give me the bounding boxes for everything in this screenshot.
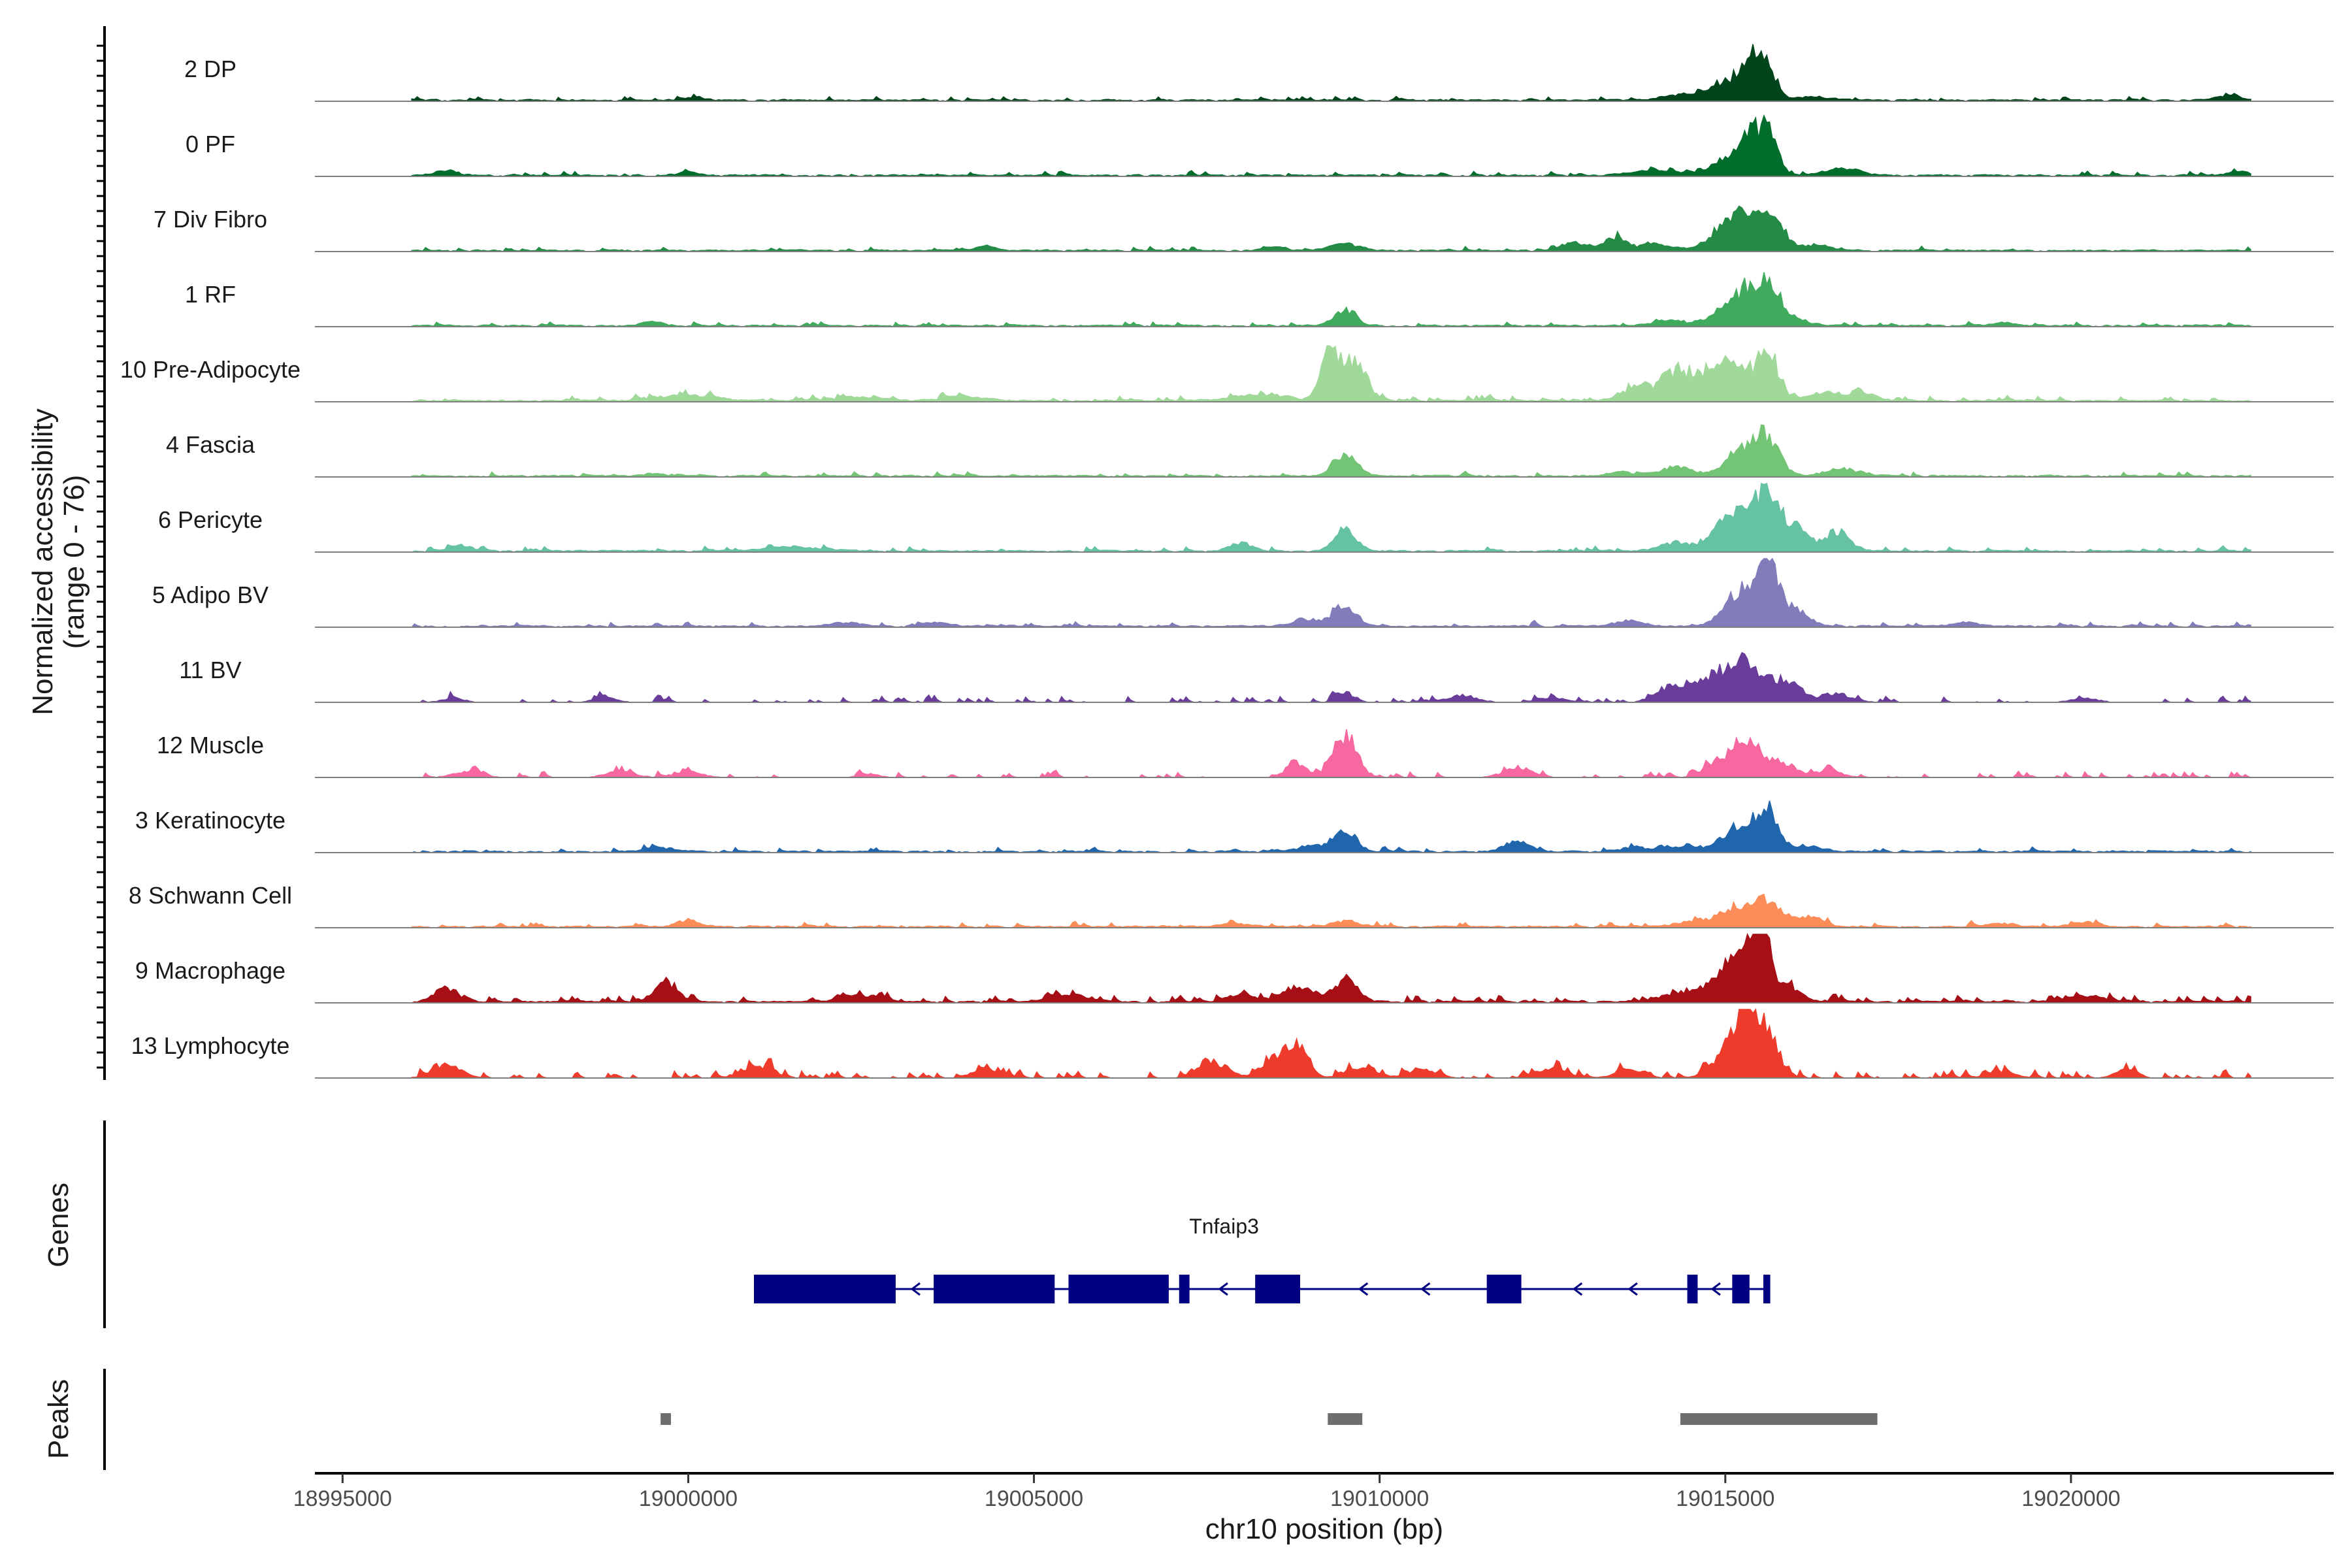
strand-arrow	[1218, 1282, 1228, 1296]
track-10: 3 Keratinocyte	[135, 800, 2334, 853]
strand-arrow	[910, 1282, 921, 1296]
coverage-area	[411, 482, 2251, 553]
gene-exon	[1255, 1275, 1300, 1303]
coverage-area	[410, 557, 2251, 628]
x-tick-label: 19000000	[639, 1486, 738, 1511]
track-0: 2 DP	[184, 44, 2334, 102]
coverage-area	[411, 44, 2251, 102]
coverage-area	[411, 345, 2251, 402]
track-6: 6 Pericyte	[158, 482, 2334, 553]
track-label: 7 Div Fibro	[154, 206, 267, 233]
track-label: 9 Macrophage	[135, 957, 286, 984]
track-3: 1 RF	[185, 272, 2334, 327]
coverage-area	[411, 114, 2251, 177]
coverage-area	[411, 424, 2251, 478]
track-label: 13 Lymphocyte	[131, 1032, 290, 1059]
track-5: 4 Fascia	[166, 424, 2334, 478]
coverage-area	[411, 272, 2251, 327]
y-axis-title-line1: Normalized accessibility	[27, 408, 59, 715]
x-tick-label: 18995000	[293, 1486, 392, 1511]
genes-panel-title: Genes	[42, 1183, 74, 1267]
track-1: 0 PF	[186, 114, 2334, 177]
track-label: 5 Adipo BV	[152, 581, 269, 608]
coverage-area	[411, 800, 2251, 853]
strand-arrow	[1627, 1282, 1638, 1296]
gene-exon	[1068, 1275, 1169, 1303]
track-label: 8 Schwann Cell	[129, 882, 292, 909]
gene-annotation: Tnfaip3	[753, 1215, 1771, 1303]
coverage-area	[411, 932, 2251, 1004]
track-4: 10 Pre-Adipocyte	[120, 345, 2334, 402]
peak-region	[1680, 1413, 1878, 1425]
accessibility-y-axis	[97, 26, 106, 1080]
x-tick-label: 19005000	[985, 1486, 1083, 1511]
track-label: 3 Keratinocyte	[135, 807, 286, 834]
track-13: 13 Lymphocyte	[131, 1008, 2334, 1079]
gene-exon	[1179, 1275, 1190, 1303]
track-label: 2 DP	[184, 56, 237, 82]
track-label: 11 BV	[179, 657, 241, 683]
peak-region	[661, 1413, 671, 1425]
strand-arrow	[1572, 1282, 1583, 1296]
coverage-tracks: 2 DP 0 PF 7 Div Fibro 1 RF 10 Pre-Adipocyte 4…	[120, 44, 2334, 1079]
coverage-area	[411, 1008, 2251, 1079]
gene-exon	[1486, 1275, 1522, 1303]
x-tick-label: 19015000	[1676, 1486, 1774, 1511]
track-9: 12 Muscle	[157, 729, 2334, 778]
track-label: 4 Fascia	[166, 431, 255, 458]
track-11: 8 Schwann Cell	[129, 882, 2334, 928]
track-label: 0 PF	[186, 131, 235, 157]
peak-regions	[661, 1413, 1878, 1425]
track-12: 9 Macrophage	[135, 932, 2334, 1004]
track-8: 11 BV	[179, 651, 2334, 703]
gene-exon	[1732, 1275, 1750, 1303]
coverage-area	[411, 205, 2251, 252]
gene-exon	[934, 1275, 1055, 1303]
track-label: 6 Pericyte	[158, 506, 263, 533]
coverage-area	[411, 893, 2251, 928]
strand-arrow	[1420, 1282, 1431, 1296]
strand-arrow	[1358, 1282, 1369, 1296]
gene-exon	[753, 1275, 896, 1303]
track-label: 12 Muscle	[157, 732, 264, 759]
y-axis-title-line2: (range 0 - 76)	[58, 475, 90, 649]
gene-exon	[1687, 1275, 1698, 1303]
peaks-panel-title: Peaks	[42, 1379, 74, 1459]
x-tick-label: 19020000	[2021, 1486, 2120, 1511]
gene-name-label: Tnfaip3	[1189, 1215, 1259, 1238]
x-axis-ticks: 18995000 19000000 19005000 19010000 19015000…	[293, 1473, 2121, 1511]
track-7: 5 Adipo BV	[152, 557, 2334, 628]
peak-region	[1328, 1413, 1363, 1425]
track-label: 10 Pre-Adipocyte	[120, 356, 301, 383]
gene-exon	[1763, 1275, 1771, 1303]
coverage-area	[412, 729, 2251, 778]
strand-arrow	[1710, 1282, 1721, 1296]
track-2: 7 Div Fibro	[154, 205, 2334, 252]
track-label: 1 RF	[185, 281, 236, 308]
coverage-area	[412, 651, 2251, 703]
x-tick-label: 19010000	[1330, 1486, 1429, 1511]
x-axis-title: chr10 position (bp)	[1205, 1513, 1443, 1545]
